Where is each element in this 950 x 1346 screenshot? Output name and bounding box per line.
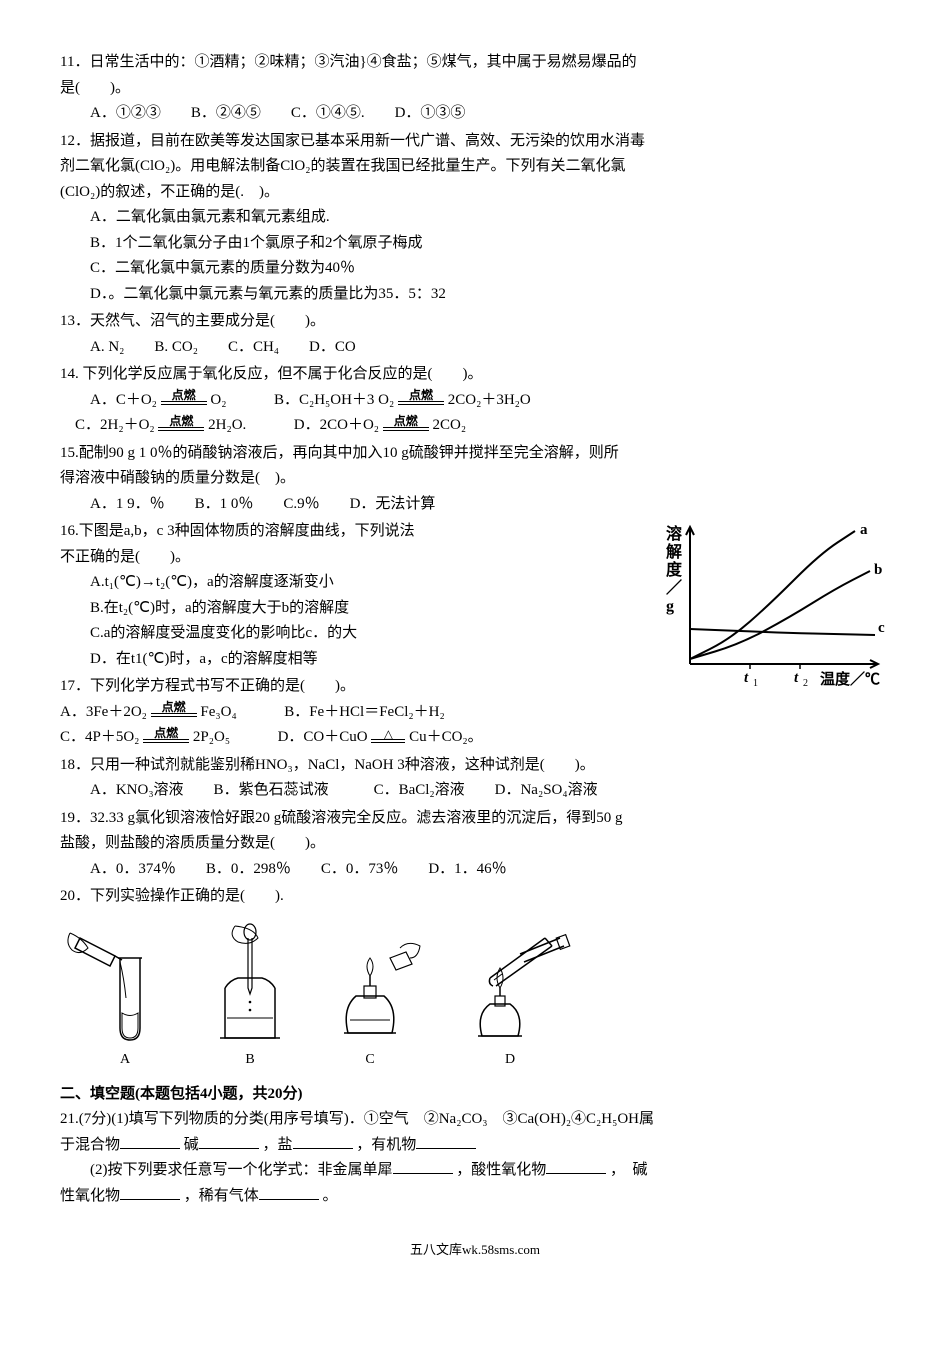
svg-text:a: a [860,522,868,538]
svg-text:2: 2 [803,678,808,689]
q17-B: B．Fe＋HCl＝FeCl₂＋H₂ [284,704,444,720]
blank [293,1133,353,1149]
experiment-figures: A B C D [60,918,580,1068]
arrow-heat-icon: △ [371,730,405,746]
blank [120,1184,180,1200]
svg-text:／: ／ [666,579,682,597]
q17-D-pre: D．CO＋CuO [278,729,368,745]
q17-A-post: Fe₃O₄ [200,704,236,720]
svg-text:度: 度 [666,560,683,579]
q12-A: A．二氧化氯由氯元素和氧元素组成. [60,205,890,231]
svg-text:g: g [666,598,674,615]
q20: 20．下列实验操作正确的是( ). [60,884,890,910]
q21-line1a: 21.(7分)(1)填写下列物质的分类(用序号填写)．①空气 ②Na₂CO₃ ③… [60,1107,890,1133]
section2-title: 二、填空题(本题包括4小题，共20分) [60,1082,890,1108]
q17-C-pre: C．4P＋5O₂ [60,729,139,745]
q17-A-pre: A．3Fe＋2O₂ [60,704,147,720]
arrow-ignite-icon: 点燃 [158,418,204,434]
svg-text:温度／℃: 温度／℃ [820,670,880,688]
q13: 13．天然气、沼气的主要成分是( )。 A. N₂ B. CO₂ C．CH₄ D… [60,309,890,360]
q12-C: C．二氧化氯中氯元素的质量分数为40％ [60,256,890,282]
q21-l3-pre: 性氧化物 [60,1188,120,1204]
q12-D: D．。二氧化氯中氯元素与氧元素的质量比为35．5：32 [60,282,890,308]
q21-l1-m1: 碱 [184,1137,199,1153]
svg-text:B: B [245,1052,254,1067]
blank [393,1158,453,1174]
q14-D-post: 2CO₂ [433,417,467,433]
svg-text:溶: 溶 [666,524,682,543]
q21-l1-m2: ，盐 [263,1137,293,1153]
q11-opts: A．①②③ B．②④⑤ C．①④⑤. D．①③⑤ [60,101,890,127]
q14-C-pre: C．2H₂＋O₂ [75,417,155,433]
q14-A-post: O₂ [210,392,226,408]
q12: 12．据报道，目前在欧美等发达国家已基本采用新一代广谱、高效、无污染的饮用水消毒… [60,129,890,308]
q18-opts: A．KNO₃溶液 B．紫色石蕊试液 C．BaCl₂溶液 D．Na₂SO₄溶液 [60,778,890,804]
q14-B-post: 2CO₂＋3H₂O [448,392,531,408]
arrow-ignite-icon: 点燃 [161,392,207,408]
q12-B: B．1个二氧化氯分子由1个氯原子和2个氧原子梅成 [60,231,890,257]
q15-stem-a: 15.配制90 g 1 0％的硝酸钠溶液后，再向其中加入10 g硫酸钾并搅拌至完… [60,441,890,467]
q11-stem-b: 是( )。 [60,76,890,102]
q15: 15.配制90 g 1 0％的硝酸钠溶液后，再向其中加入10 g硫酸钾并搅拌至完… [60,441,890,518]
q21-l2-m1: ，酸性氧化物 [456,1162,546,1178]
q13-opts: A. N₂ B. CO₂ C．CH₄ D．CO [60,335,890,361]
q20-stem: 20．下列实验操作正确的是( ). [60,884,890,910]
q21-l3-end: 。 [323,1188,338,1204]
q14-A-pre: A．C＋O₂ [90,392,157,408]
q21-l3-mid: ，稀有气体 [184,1188,259,1204]
q12-stem-c: (ClO₂)的叙述，不正确的是(. )。 [60,180,890,206]
solubility-chart: 溶解度／gabct1t2温度／℃ [660,519,890,699]
q19: 19．32.33 g氯化钡溶液恰好跟20 g硫酸溶液完全反应。滤去溶液里的沉淀后… [60,806,890,883]
q19-opts: A．0．374％ B．0．298％ C．0．73％ D．1．46％ [60,857,890,883]
q17-D-post: Cu＋CO₂。 [409,729,483,745]
svg-text:C: C [365,1052,374,1067]
q21-l2-m2: ， 碱 [610,1162,648,1178]
q14-C-post: 2H₂O. [208,417,246,433]
q12-stem-b: 剂二氧化氯(ClO₂)。用电解法制备ClO₂的装置在我国已经批量生产。下列有关二… [60,154,890,180]
svg-text:D: D [505,1052,515,1067]
blank [416,1133,476,1149]
blank [546,1158,606,1174]
q14: 14. 下列化学反应属于氧化反应，但不属于化合反应的是( )。 A．C＋O₂ 点… [60,362,890,439]
q21: 21.(7分)(1)填写下列物质的分类(用序号填写)．①空气 ②Na₂CO₃ ③… [60,1107,890,1209]
q21-l1-m3: ，有机物 [356,1137,416,1153]
svg-text:t: t [744,670,749,686]
q17-C-post: 2P₂O₅ [193,729,230,745]
arrow-ignite-icon: 点燃 [398,392,444,408]
q15-opts: A．1 9．％ B．1 0％ C.9％ D．无法计算 [60,492,890,518]
arrow-ignite-icon: 点燃 [151,704,197,720]
svg-text:t: t [794,670,799,686]
svg-text:1: 1 [753,678,758,689]
page-footer: 五八文库wk.58sms.com [60,1239,890,1261]
q18: 18．只用一种试剂就能鉴别稀HNO₃，NaCl，NaOH 3种溶液，这种试剂是(… [60,753,890,804]
q19-stem-a: 19．32.33 g氯化钡溶液恰好跟20 g硫酸溶液完全反应。滤去溶液里的沉淀后… [60,806,890,832]
q13-stem: 13．天然气、沼气的主要成分是( )。 [60,309,890,335]
q19-stem-b: 盐酸，则盐酸的溶质质量分数是( )。 [60,831,890,857]
svg-text:b: b [874,562,882,578]
blank [199,1133,259,1149]
svg-text:A: A [120,1052,131,1067]
blank [259,1184,319,1200]
arrow-ignite-icon: 点燃 [383,418,429,434]
q18-stem: 18．只用一种试剂就能鉴别稀HNO₃，NaCl，NaOH 3种溶液，这种试剂是(… [60,753,890,779]
q21-l2-pre: (2)按下列要求任意写一个化学式：非金属单犀 [90,1162,393,1178]
q12-stem-a: 12．据报道，目前在欧美等发达国家已基本采用新一代广谱、高效、无污染的饮用水消毒 [60,129,890,155]
q11-stem-a: 11．日常生活中的：①酒精；②味精；③汽油}④食盐；⑤煤气，其中属于易燃易爆品的 [60,50,890,76]
svg-text:解: 解 [666,542,682,561]
q14-D-pre: D．2CO＋O₂ [294,417,379,433]
blank [120,1133,180,1149]
q11: 11．日常生活中的：①酒精；②味精；③汽油}④食盐；⑤煤气，其中属于易燃易爆品的… [60,50,890,127]
q14-B-pre: B．C₂H₅OH＋3 O₂ [274,392,394,408]
svg-text:c: c [878,620,885,636]
q21-l1-pre: 于混合物 [60,1137,120,1153]
q15-stem-b: 得溶液中硝酸钠的质量分数是( )。 [60,466,890,492]
arrow-ignite-icon: 点燃 [143,730,189,746]
q14-stem: 14. 下列化学反应属于氧化反应，但不属于化合反应的是( )。 [60,362,890,388]
